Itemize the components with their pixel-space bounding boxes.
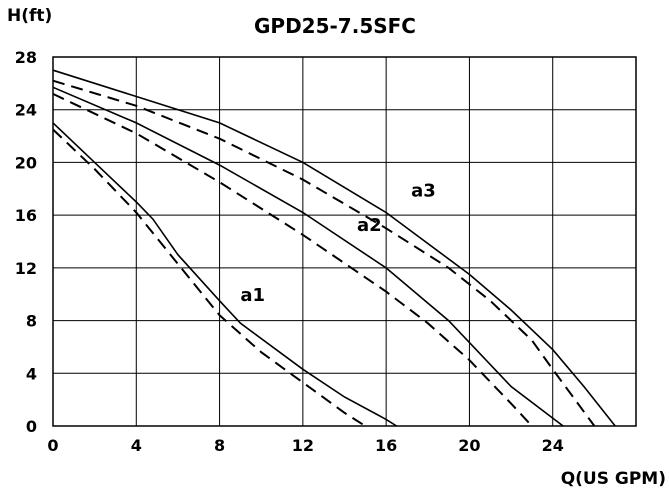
curve-6-dashed-line [52,79,596,427]
x-tick-label: 0 [47,436,58,455]
curve-label-a3: a3 [411,181,436,202]
curve-4-dashed-line [52,92,533,427]
x-tick-label: 4 [131,436,142,455]
curve-label-a1: a1 [240,285,265,306]
a2-solid-line [52,86,564,427]
y-tick-label: 4 [26,364,37,383]
y-axis-label: H(ft) [7,6,52,26]
x-tick-label: 20 [458,436,480,455]
plot-frame [52,56,637,427]
a1-solid-line [52,122,398,427]
y-tick-label: 24 [15,101,37,120]
tick-labels: 0 4 8 12 16 20 24 0 4 8 12 16 20 24 28 [15,48,564,455]
curve-label-a2: a2 [357,215,382,236]
x-tick-label: 24 [542,436,564,455]
y-tick-label: 16 [15,206,37,225]
x-tick-label: 8 [214,436,225,455]
y-tick-label: 20 [15,153,37,172]
y-tick-label: 12 [15,259,37,278]
x-tick-label: 16 [375,436,397,455]
grid [52,56,637,427]
y-tick-label: 8 [26,312,37,331]
curve-labels: a1 a2 a3 [240,181,435,306]
chart-title: GPD25-7.5SFC [254,14,416,38]
y-tick-label: 28 [15,48,37,67]
curves [52,69,616,427]
curve-2-dashed-line [52,128,366,427]
y-tick-label: 0 [26,417,37,436]
x-tick-label: 12 [292,436,314,455]
x-axis-label: Q(US GPM) [561,469,666,489]
a3-solid-line [52,69,616,427]
